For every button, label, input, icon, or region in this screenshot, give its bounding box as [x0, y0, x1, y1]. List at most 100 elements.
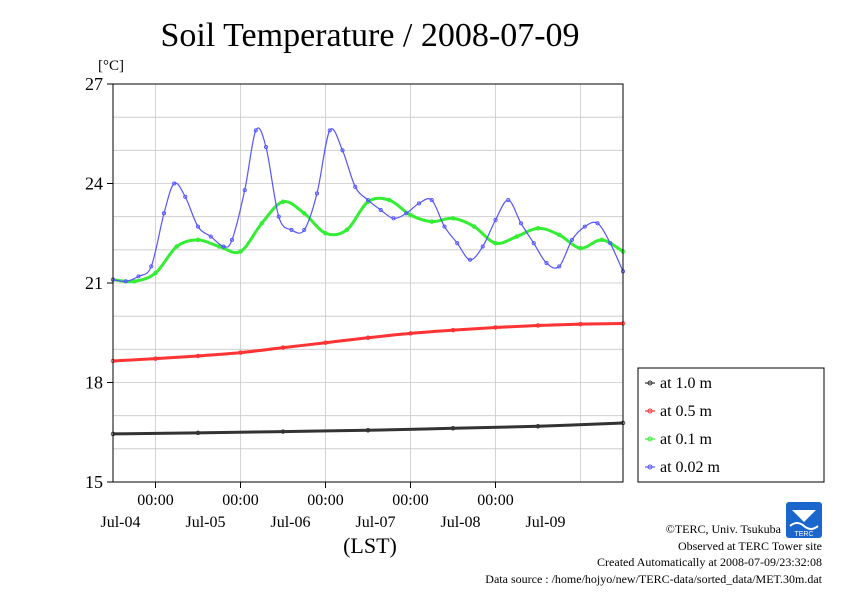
data-point: [608, 241, 613, 246]
data-point: [238, 350, 243, 355]
data-point: [450, 216, 456, 221]
data-point: [195, 237, 201, 243]
data-point: [493, 217, 498, 223]
data-point: [378, 207, 383, 213]
x-tick-time-label: 00:00: [477, 492, 513, 509]
data-point: [518, 221, 524, 226]
legend-label: at 0.02 m: [660, 459, 721, 476]
data-point: [259, 221, 265, 226]
data-point: [131, 279, 137, 284]
x-tick-date-label: Jul-05: [186, 514, 226, 531]
legend-box: [637, 367, 825, 483]
data-point: [599, 237, 605, 243]
data-point: [535, 226, 541, 231]
data-point: [238, 249, 243, 254]
data-point: [595, 221, 600, 226]
data-point: [578, 245, 583, 251]
data-point: [408, 331, 413, 336]
data-point: [195, 224, 201, 229]
data-point: [365, 428, 371, 433]
data-point: [153, 356, 158, 361]
x-tick-date-label: Jul-09: [526, 514, 566, 531]
data-point: [353, 184, 358, 189]
data-point: [365, 198, 371, 203]
data-point: [136, 274, 141, 279]
legend: at 1.0 m at 0.5 m at 0.1 m at 0.02 m: [637, 367, 825, 483]
series-line: [112, 127, 624, 283]
series-layer: [110, 127, 626, 437]
data-point: [123, 279, 128, 284]
x-axis-label: (LST): [343, 533, 397, 558]
data-point: [280, 199, 286, 204]
y-tick-label: 21: [85, 273, 103, 293]
series-3: [110, 127, 626, 284]
logo-wave-icon: [789, 522, 819, 530]
x-tick-time-label: 00:00: [222, 492, 258, 509]
data-point: [344, 227, 350, 233]
data-point: [493, 325, 498, 330]
series-line: [112, 196, 624, 284]
data-point: [582, 224, 587, 229]
data-point: [302, 227, 307, 232]
data-point: [429, 198, 434, 203]
x-tick-date-label: Jul-07: [356, 514, 396, 531]
data-point: [391, 216, 396, 221]
data-point: [450, 327, 456, 333]
data-point: [535, 323, 541, 328]
data-point: [327, 128, 332, 133]
data-point: [544, 261, 549, 266]
series-line: [112, 321, 624, 363]
data-point: [161, 211, 167, 216]
logo-text: TERC: [794, 531, 813, 538]
legend-marker: [647, 436, 653, 442]
created-text: Created Automatically at 2008-07-09/23:3…: [597, 555, 822, 569]
data-point: [416, 201, 422, 206]
data-source-text: Data source : /home/hojyo/new/TERC-data/…: [485, 572, 822, 586]
data-point: [408, 212, 413, 218]
legend-marker: [647, 408, 653, 414]
data-point: [455, 241, 460, 246]
chart-title: Soil Temperature / 2008-07-09: [160, 17, 579, 54]
data-point: [323, 230, 328, 236]
data-point: [195, 353, 201, 359]
y-tick-label: 27: [85, 74, 103, 94]
data-point: [472, 224, 477, 229]
x-tick-date-label: Jul-04: [101, 514, 141, 531]
data-point: [365, 335, 371, 340]
series-0: [110, 420, 626, 437]
credits-block: ©TERC, Univ. Tsukuba Observed at TERC To…: [485, 522, 822, 586]
data-point: [387, 197, 392, 203]
data-point: [493, 240, 498, 246]
data-point: [514, 234, 520, 239]
data-point: [221, 244, 226, 249]
series-line: [112, 421, 624, 436]
y-axis-ticks: 15 18 21 24 27: [85, 74, 113, 492]
data-point: [280, 345, 286, 350]
terc-logo: TERC: [786, 502, 822, 538]
legend-marker: [647, 380, 653, 386]
series-2: [110, 196, 626, 284]
data-point: [450, 426, 456, 431]
x-tick-time-label: 00:00: [137, 492, 173, 509]
data-point: [195, 430, 201, 436]
data-point: [506, 198, 511, 203]
data-point: [531, 241, 536, 246]
data-point: [302, 211, 307, 216]
data-point: [535, 424, 541, 429]
data-point: [467, 257, 473, 262]
y-tick-label: 24: [85, 174, 103, 194]
legend-label: at 0.1 m: [660, 431, 713, 448]
data-point: [174, 244, 179, 249]
data-point: [289, 227, 294, 232]
data-point: [149, 264, 154, 269]
x-tick-time-label: 00:00: [307, 492, 343, 509]
data-point: [263, 144, 269, 150]
data-point: [242, 188, 247, 193]
data-point: [340, 148, 345, 153]
x-axis-ticks: 00:00 00:00 00:00 00:00 00:00 Jul-04 Jul-05 Jul…: [101, 482, 566, 531]
data-point: [442, 224, 447, 229]
data-point: [314, 191, 320, 196]
data-point: [253, 128, 258, 133]
